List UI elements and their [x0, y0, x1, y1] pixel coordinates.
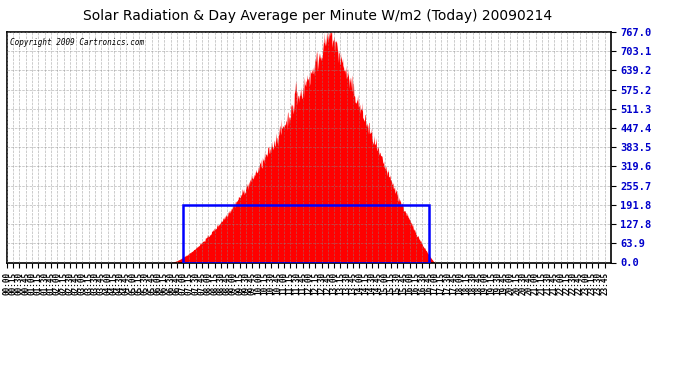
Text: Solar Radiation & Day Average per Minute W/m2 (Today) 20090214: Solar Radiation & Day Average per Minute…	[83, 9, 552, 23]
Bar	[183, 205, 428, 262]
Text: Copyright 2009 Cartronics.com: Copyright 2009 Cartronics.com	[10, 38, 144, 46]
